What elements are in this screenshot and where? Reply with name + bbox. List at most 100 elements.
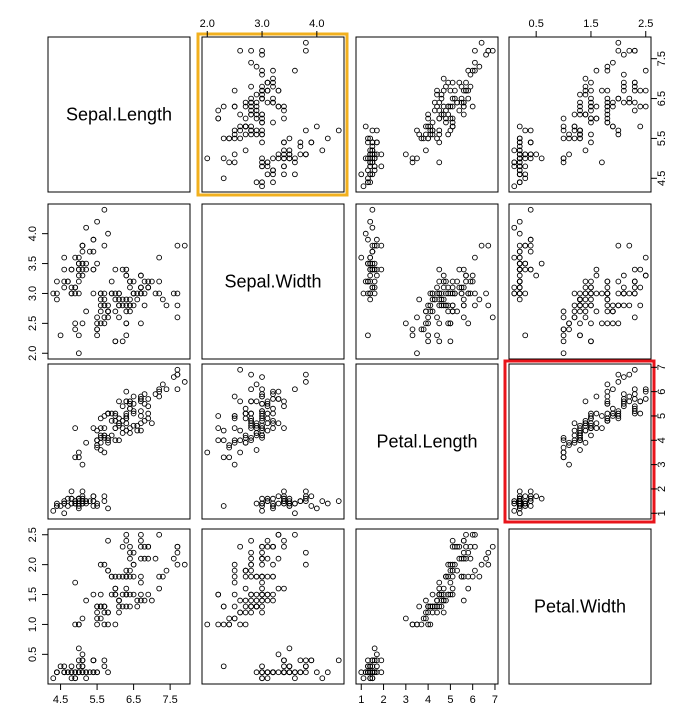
data-point: [259, 111, 265, 118]
data-point: [253, 398, 260, 405]
data-point: [593, 393, 600, 400]
data-point: [560, 155, 567, 162]
data-point: [604, 115, 611, 122]
data-point: [438, 296, 445, 303]
data-point: [259, 507, 265, 514]
data-point: [463, 272, 469, 279]
data-point: [119, 302, 126, 309]
data-point: [335, 657, 342, 664]
data-point: [425, 621, 431, 628]
data-point: [275, 651, 282, 658]
data-point: [582, 420, 589, 427]
data-point: [571, 302, 578, 309]
data-point: [443, 278, 449, 285]
data-point: [423, 615, 429, 622]
data-point: [156, 531, 163, 538]
data-point: [577, 302, 583, 309]
data-point: [101, 206, 108, 213]
data-point: [72, 454, 79, 461]
data-point: [303, 669, 309, 676]
data-point: [174, 561, 181, 568]
data-point: [79, 266, 86, 273]
data-point: [582, 278, 589, 285]
data-point: [434, 135, 440, 142]
data-point: [105, 410, 111, 417]
data-point: [101, 432, 108, 439]
data-point: [112, 437, 119, 444]
data-point: [123, 531, 130, 538]
data-point: [642, 388, 649, 395]
data-point: [101, 498, 108, 504]
data-point: [149, 597, 155, 604]
data-point: [79, 669, 86, 676]
data-point: [292, 510, 298, 517]
data-point: [588, 79, 594, 86]
data-point: [478, 242, 485, 249]
data-point: [620, 51, 627, 58]
data-point: [242, 567, 249, 574]
data-point: [436, 159, 443, 166]
data-point: [604, 308, 611, 315]
data-point: [472, 254, 478, 261]
data-point: [270, 119, 276, 126]
data-point: [50, 290, 57, 297]
data-point: [259, 119, 265, 126]
data-point: [119, 543, 126, 550]
data-point: [452, 87, 458, 94]
tick-label: 5: [447, 694, 453, 706]
data-point: [57, 663, 64, 670]
data-point: [360, 183, 367, 190]
data-point: [463, 87, 469, 94]
data-point: [101, 603, 108, 610]
data-point: [61, 254, 68, 261]
data-point: [259, 603, 265, 610]
data-point: [112, 573, 119, 580]
data-point: [138, 420, 144, 427]
data-point: [259, 127, 265, 134]
data-point: [456, 543, 463, 550]
data-point: [259, 87, 265, 94]
data-point: [259, 495, 265, 502]
data-point: [582, 91, 589, 98]
data-point: [577, 320, 583, 327]
data-point: [313, 123, 320, 130]
data-point: [615, 278, 622, 285]
data-point: [253, 63, 260, 70]
data-point: [538, 155, 545, 162]
data-point: [259, 95, 265, 102]
data-point: [72, 621, 79, 628]
data-point: [292, 500, 298, 507]
data-point: [511, 254, 518, 261]
data-point: [94, 609, 100, 616]
data-point: [516, 242, 523, 249]
data-point: [141, 391, 148, 397]
data-point: [637, 284, 644, 291]
data-point: [516, 260, 523, 267]
data-point: [242, 585, 249, 592]
data-point: [485, 302, 492, 309]
data-point: [427, 603, 434, 610]
data-point: [631, 366, 638, 373]
data-point: [522, 163, 529, 170]
data-point: [94, 427, 100, 434]
data-point: [637, 410, 644, 417]
data-point: [522, 266, 529, 273]
data-point: [253, 127, 260, 134]
data-point: [516, 498, 523, 504]
data-point: [159, 296, 166, 303]
tick-label: 7.5: [162, 694, 177, 706]
data-point: [571, 111, 578, 118]
data-point: [237, 609, 243, 616]
data-point: [286, 645, 293, 652]
data-point: [423, 609, 429, 616]
panel-sepal-length-vs-petal-length: [355, 36, 499, 193]
data-point: [281, 537, 287, 544]
data-point: [626, 371, 633, 378]
data-point: [571, 135, 578, 142]
data-point: [303, 657, 309, 664]
data-point: [220, 427, 227, 434]
data-point: [105, 314, 111, 321]
panel-petal-length-vs-sepal-length: [47, 363, 191, 520]
data-point: [134, 290, 141, 297]
data-point: [566, 326, 572, 333]
